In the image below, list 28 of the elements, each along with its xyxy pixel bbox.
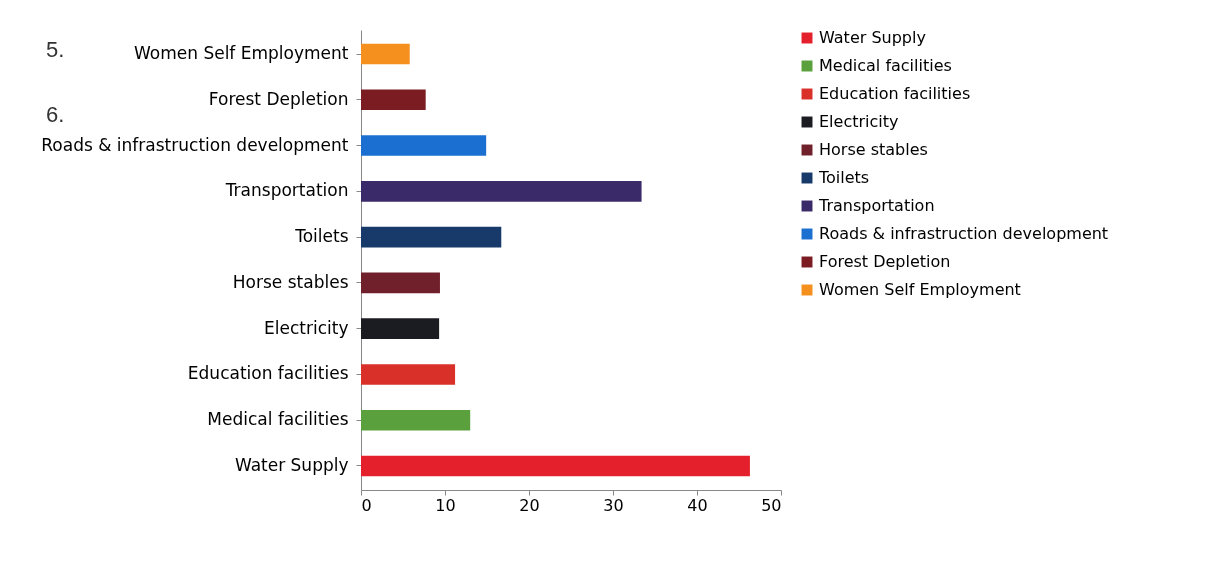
legend-label: Transportation bbox=[818, 196, 935, 215]
x-tick-label: 40 bbox=[687, 495, 708, 515]
y-tick-label: Transportation bbox=[224, 180, 349, 201]
legend-label: Electricity bbox=[819, 112, 899, 131]
y-tick-label: Education facilities bbox=[187, 363, 349, 384]
x-tick-label: 50 bbox=[761, 495, 782, 515]
y-tick-label: Women Self Employment bbox=[133, 43, 349, 64]
legend-label: Toilets bbox=[818, 168, 870, 187]
legend-label: Women Self Employment bbox=[819, 280, 1021, 299]
x-tick-label: 20 bbox=[519, 495, 540, 515]
y-tick-label: Forest Depletion bbox=[208, 88, 349, 109]
text: 5. bbox=[46, 37, 65, 62]
y-tick-label: Medical facilities bbox=[207, 409, 349, 430]
text: 6. bbox=[46, 102, 65, 127]
y-tick-label: Water Supply bbox=[234, 454, 349, 475]
y-tick-label: Toilets bbox=[294, 226, 349, 247]
legend-label: Forest Depletion bbox=[819, 252, 951, 271]
legend-label: Roads & infrastruction development bbox=[819, 224, 1109, 243]
legend-label: Water Supply bbox=[819, 28, 926, 47]
legend-label: Medical facilities bbox=[819, 56, 952, 75]
y-tick-label: Horse stables bbox=[232, 271, 349, 292]
x-tick-label: 30 bbox=[603, 495, 624, 515]
x-tick-label: 0 bbox=[361, 495, 372, 515]
y-tick-label: Electricity bbox=[264, 317, 349, 338]
legend-label: Horse stables bbox=[819, 140, 928, 159]
x-tick-label: 10 bbox=[435, 495, 456, 515]
legend-label: Education facilities bbox=[819, 84, 971, 103]
y-tick-label: Roads & infrastruction development bbox=[41, 134, 349, 155]
